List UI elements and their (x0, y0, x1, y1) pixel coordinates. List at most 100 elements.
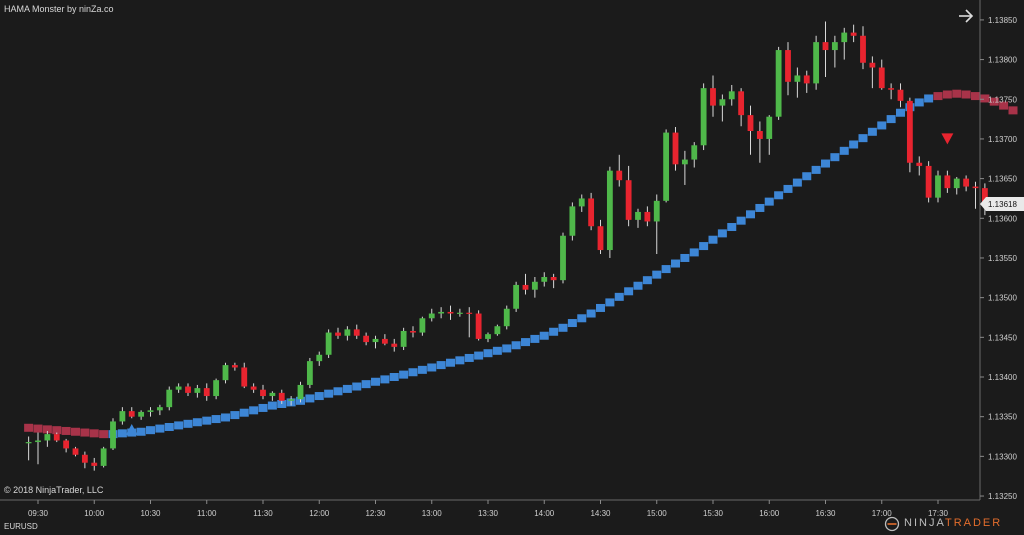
candle (166, 386, 173, 411)
hama-block (52, 426, 62, 435)
candle (335, 327, 341, 339)
hama-block (736, 216, 746, 225)
candle (906, 97, 913, 173)
candle (35, 432, 41, 465)
hama-block (980, 94, 990, 103)
y-tick-label: 1.13450 (988, 333, 1017, 342)
candle-body (635, 211, 641, 220)
hama-block (399, 370, 409, 379)
candle (438, 307, 445, 319)
copyright-notice: © 2018 NinjaTrader, LLC (4, 485, 104, 495)
candle-body (710, 88, 716, 106)
candle (391, 338, 398, 352)
candle (663, 129, 670, 203)
hama-block (605, 298, 615, 307)
candle-body (803, 75, 810, 84)
candle-body (935, 175, 941, 198)
hama-block (633, 281, 643, 290)
hama-block (689, 248, 699, 257)
ninjatrader-logo-icon (884, 516, 900, 532)
candle-body (766, 116, 773, 139)
signal-layer (125, 133, 954, 435)
candle-body (944, 175, 951, 189)
brand-logo: NINJATRADER (884, 516, 1020, 532)
candle-body (522, 284, 529, 290)
hama-block (492, 346, 502, 355)
candle (644, 206, 651, 227)
candle-body (916, 162, 923, 166)
hama-block (24, 423, 34, 432)
candle (635, 208, 641, 228)
candle (794, 67, 801, 98)
hama-block (352, 382, 362, 391)
hama-block (783, 184, 793, 193)
candle (466, 307, 473, 338)
hama-block (755, 203, 765, 212)
candle (841, 27, 848, 60)
candle-body (813, 42, 820, 84)
candle-body (185, 386, 191, 393)
candle-body (578, 198, 585, 207)
hama-block (192, 418, 202, 427)
candle-body (700, 88, 707, 146)
candle-body (888, 88, 895, 90)
hama-block (155, 424, 165, 433)
candle (63, 438, 70, 453)
candle (728, 84, 735, 106)
candle-body (494, 326, 501, 335)
hama-block (914, 98, 924, 107)
hama-block (239, 408, 249, 417)
x-tick-label: 16:30 (815, 509, 836, 518)
candle-body (428, 313, 435, 319)
hama-block (136, 427, 146, 436)
candle (344, 326, 351, 341)
candle (953, 177, 960, 195)
candle-body (269, 392, 276, 397)
hama-block (614, 292, 624, 301)
candle-body (372, 338, 379, 343)
y-tick-label: 1.13850 (988, 16, 1017, 25)
hama-block (671, 259, 680, 268)
hama-block (361, 380, 371, 389)
y-tick-label: 1.13550 (988, 254, 1017, 263)
candle (485, 332, 491, 343)
hama-block (558, 323, 568, 332)
hama-block (802, 172, 812, 181)
candle (175, 383, 182, 393)
candle-body (822, 42, 829, 51)
hama-block (661, 265, 671, 274)
hama-block (483, 349, 493, 358)
candle (878, 59, 885, 90)
candle (119, 407, 126, 425)
candle-body (953, 178, 960, 189)
x-tick-label: 16:00 (759, 509, 780, 518)
arrow-right-icon[interactable] (955, 6, 977, 26)
candle-body (316, 354, 323, 362)
candle (241, 362, 248, 389)
hama-block (117, 429, 127, 438)
candle-body (35, 440, 41, 443)
x-tick-label: 09:30 (28, 509, 49, 518)
hama-block (427, 363, 437, 372)
hama-block (183, 419, 193, 428)
hama-block (652, 270, 662, 279)
hama-block (42, 425, 52, 434)
candlestick-layer (25, 21, 988, 471)
candle-body (400, 330, 407, 347)
hama-block (746, 210, 755, 219)
candle-body (222, 365, 229, 381)
candle-body (203, 388, 210, 397)
candle (147, 407, 154, 417)
candle (569, 202, 576, 241)
x-tick-label: 10:30 (140, 509, 161, 518)
candle-body (672, 132, 679, 165)
candle-body (288, 399, 295, 401)
candle (560, 232, 566, 284)
hama-block (830, 153, 840, 162)
instrument-symbol: EURUSD (4, 522, 38, 531)
candle-body (363, 335, 370, 343)
candle-body (147, 410, 154, 412)
candle (616, 154, 623, 187)
candle-body (335, 332, 341, 336)
